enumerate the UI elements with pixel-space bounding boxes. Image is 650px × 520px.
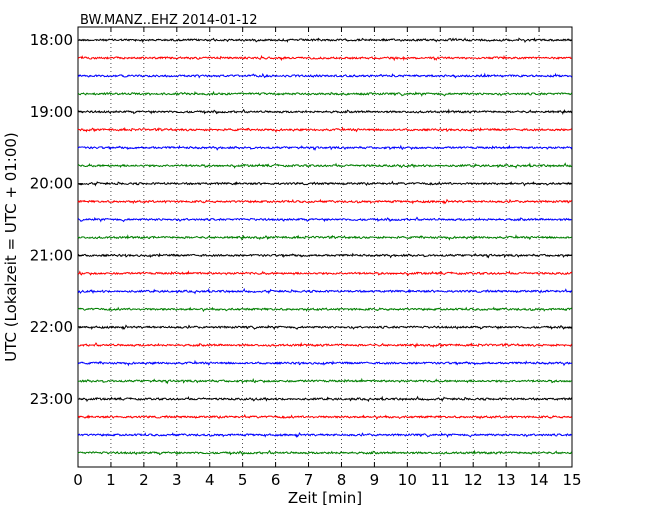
trace-lines (77, 37, 573, 456)
x-tick-label: 9 (370, 471, 380, 489)
x-tick-label: 10 (398, 471, 417, 489)
x-tick-label: 12 (464, 471, 483, 489)
x-tick-label: 13 (497, 471, 516, 489)
seismic-trace (77, 108, 573, 115)
seismic-trace (77, 413, 573, 420)
chart-title: BW.MANZ..EHZ 2014-01-12 (80, 13, 258, 28)
y-tick-label: 22:00 (30, 318, 73, 336)
seismic-trace (77, 72, 573, 79)
plot-frame (77, 26, 573, 468)
seismic-trace (77, 126, 572, 134)
x-tick-label: 4 (205, 471, 215, 489)
y-tick-label: 20:00 (30, 175, 73, 193)
y-tick-label: 21:00 (30, 246, 73, 264)
seismic-trace (77, 377, 572, 385)
y-tick-label: 19:00 (30, 103, 73, 121)
y-axis-ticks: 18:00 19:00 20:00 21:00 22:00 23:00 (30, 31, 572, 408)
x-axis-label: Zeit [min] (288, 489, 362, 507)
x-tick-label: 5 (238, 471, 248, 489)
seismic-trace (77, 216, 572, 223)
seismic-trace (77, 37, 573, 44)
seismic-trace (77, 287, 573, 295)
x-tick-label: 6 (271, 471, 281, 489)
x-tick-label: 2 (139, 471, 149, 489)
seismic-trace (77, 234, 572, 241)
x-tick-label: 3 (172, 471, 182, 489)
seismic-trace (77, 270, 573, 277)
seismic-trace (77, 432, 573, 438)
y-axis-label: UTC (Lokalzeit = UTC + 01:00) (2, 132, 20, 362)
y-tick-label: 18:00 (30, 31, 73, 49)
seismic-trace (77, 90, 573, 97)
x-tick-label: 14 (530, 471, 549, 489)
x-tick-label: 1 (106, 471, 116, 489)
seismic-trace (77, 449, 573, 456)
seismic-trace (77, 162, 573, 169)
x-tick-label: 15 (562, 471, 581, 489)
seismic-trace (77, 324, 573, 331)
seismic-trace (77, 198, 573, 205)
x-tick-label: 11 (431, 471, 450, 489)
grid-lines (110, 27, 540, 467)
seismic-trace (77, 54, 572, 62)
seismic-trace (77, 180, 572, 187)
seismic-trace (77, 359, 573, 367)
seismic-trace (77, 341, 573, 349)
x-tick-label: 7 (304, 471, 314, 489)
seismic-trace (77, 395, 573, 403)
x-axis-ticks: 0 1 2 3 4 5 6 7 8 9 10 11 12 13 14 15 (73, 27, 582, 489)
seismic-trace (77, 144, 573, 151)
seismic-trace (77, 306, 573, 313)
y-tick-label: 23:00 (30, 390, 73, 408)
x-tick-label: 8 (337, 471, 347, 489)
x-tick-label: 0 (73, 471, 83, 489)
seismic-trace (77, 252, 573, 259)
